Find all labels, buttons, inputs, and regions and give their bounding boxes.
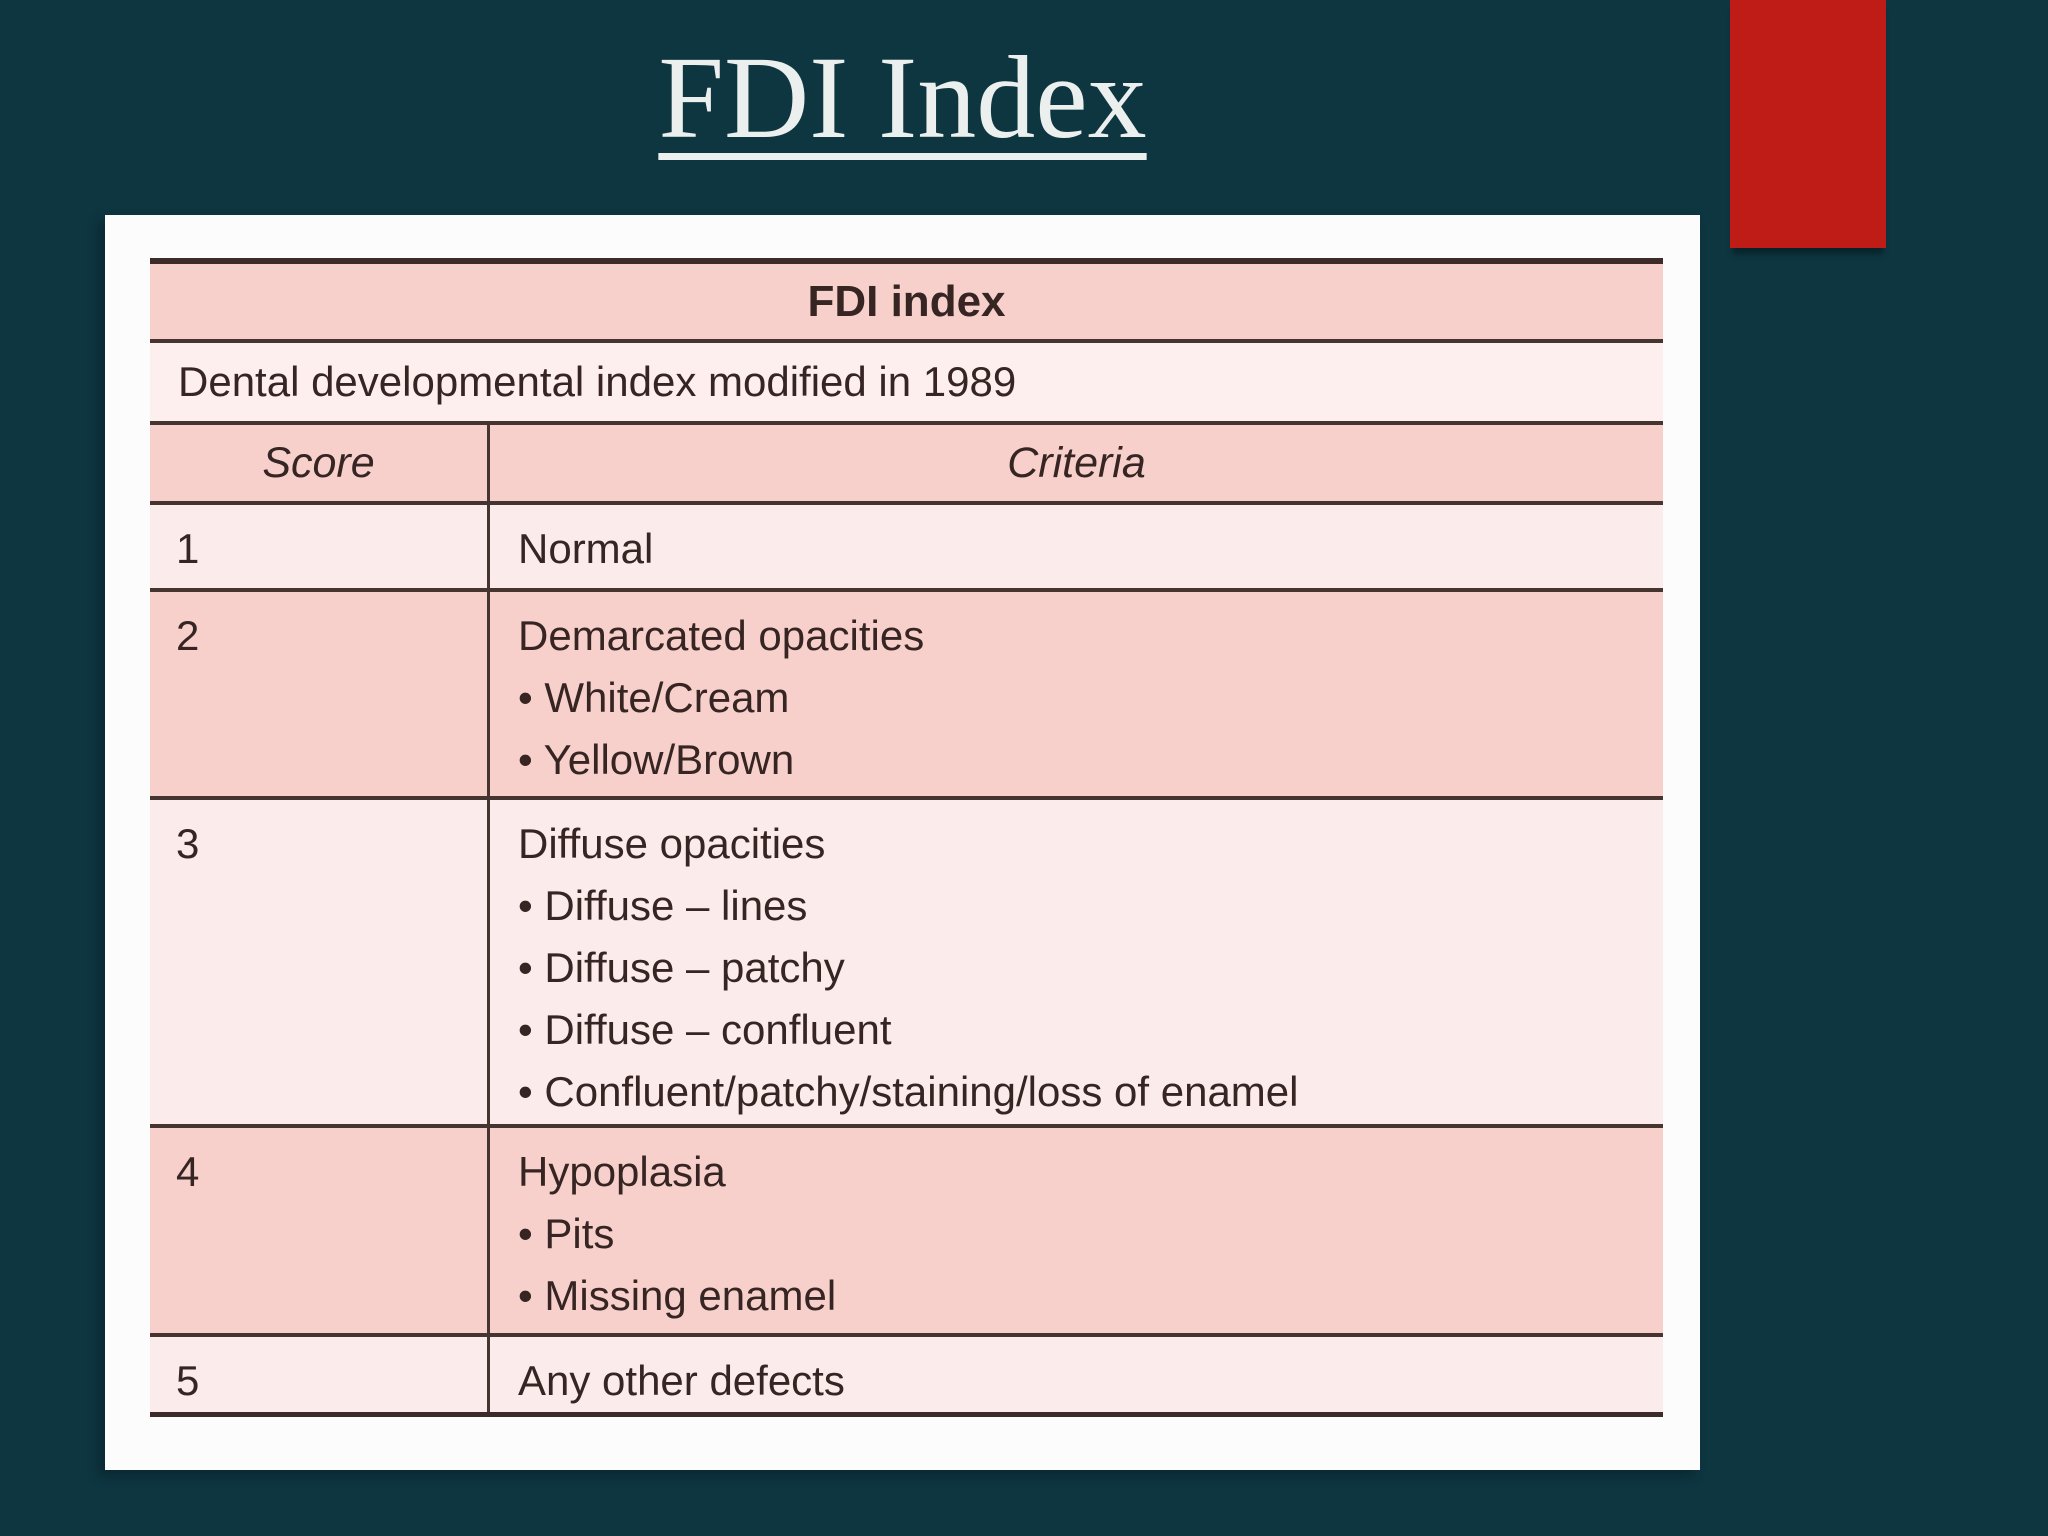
score-cell: 4 [150, 1128, 490, 1333]
criteria-line: Any other defects [518, 1357, 845, 1404]
criteria-line: • Diffuse – lines [518, 882, 808, 929]
criteria-line: • Yellow/Brown [518, 736, 795, 783]
score-cell: 3 [150, 800, 490, 1124]
criteria-line: • Confluent/patchy/staining/loss of enam… [518, 1068, 1299, 1115]
table-subtitle: Dental developmental index modified in 1… [150, 343, 1663, 425]
table-header-row: Score Criteria [150, 425, 1663, 505]
criteria-line: • White/Cream [518, 674, 790, 721]
table-row: 1 Normal [150, 505, 1663, 592]
criteria-cell: Hypoplasia • Pits • Missing enamel [490, 1128, 1663, 1333]
fdi-index-table: FDI index Dental developmental index mod… [150, 258, 1663, 1417]
criteria-line: • Diffuse – confluent [518, 1006, 892, 1053]
table-title: FDI index [150, 264, 1663, 343]
column-header-criteria: Criteria [1007, 438, 1146, 487]
criteria-line: • Pits [518, 1210, 615, 1257]
criteria-cell: Demarcated opacities • White/Cream • Yello… [490, 592, 1663, 796]
score-cell: 1 [150, 505, 490, 588]
criteria-line: Diffuse opacities [518, 820, 826, 867]
table-row: 5 Any other defects [150, 1337, 1663, 1412]
criteria-line: Demarcated opacities [518, 612, 925, 659]
column-header-score: Score [150, 425, 490, 501]
criteria-cell: Diffuse opacities • Diffuse – lines • Diff… [490, 800, 1663, 1124]
table-panel: FDI index Dental developmental index mod… [105, 215, 1700, 1470]
criteria-line: • Missing enamel [518, 1272, 837, 1319]
criteria-line: Hypoplasia [518, 1148, 726, 1195]
score-cell: 5 [150, 1337, 490, 1412]
table-row: 2 Demarcated opacities • White/Cream • Yel… [150, 592, 1663, 800]
table-body: 1 Normal 2 Demarcated opacities • White/C… [150, 505, 1663, 1412]
criteria-cell: Any other defects [490, 1337, 1663, 1412]
red-accent-bar [1730, 0, 1886, 248]
table-row: 4 Hypoplasia • Pits • Missing enamel [150, 1128, 1663, 1337]
criteria-cell: Normal [490, 505, 1663, 588]
table-row: 3 Diffuse opacities • Diffuse – lines • Di… [150, 800, 1663, 1128]
criteria-line: Normal [518, 525, 654, 572]
slide-title: FDI Index [658, 32, 1147, 163]
score-cell: 2 [150, 592, 490, 796]
criteria-line: • Diffuse – patchy [518, 944, 845, 991]
